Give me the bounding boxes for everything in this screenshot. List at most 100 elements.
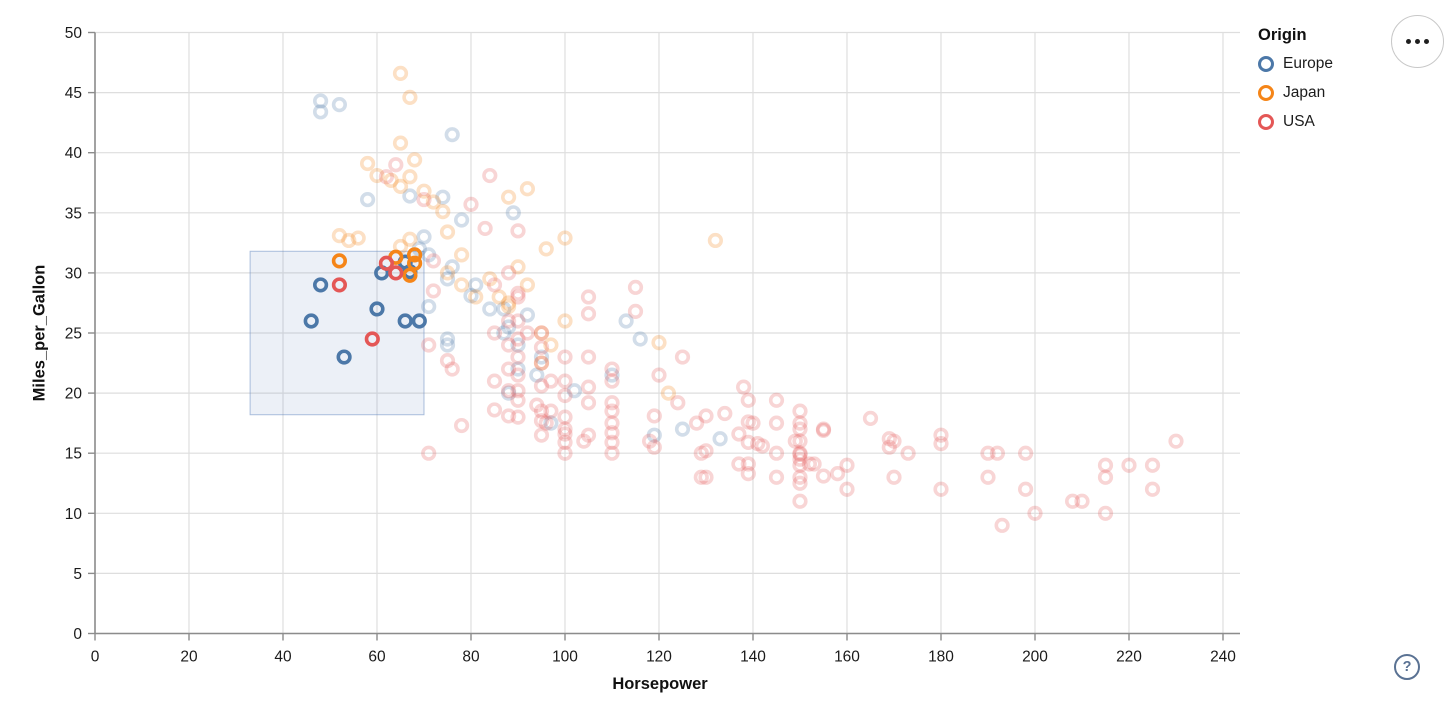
data-point: [604, 373, 620, 389]
data-point: [501, 383, 517, 399]
data-point: [632, 331, 648, 347]
data-point: [740, 414, 756, 430]
data-point: [1097, 469, 1114, 485]
data-point: [881, 431, 897, 447]
data-point: [341, 232, 357, 249]
data-point: [604, 415, 620, 431]
data-point: [402, 231, 418, 247]
data-point: [501, 298, 517, 315]
legend-item: Japan: [1258, 84, 1333, 102]
data-point: [792, 475, 808, 491]
data-point: [557, 313, 573, 329]
data-point: [646, 408, 662, 424]
data-point: [491, 289, 507, 305]
data-point: [402, 169, 418, 185]
y-tick-label: 30: [65, 265, 83, 282]
data-point: [383, 172, 399, 188]
data-point: [313, 93, 329, 109]
data-point: [533, 413, 550, 429]
data-point: [604, 361, 620, 377]
data-point: [580, 427, 597, 443]
data-point: [792, 433, 808, 449]
data-point: [486, 325, 503, 341]
data-point: [378, 169, 395, 185]
data-point: [501, 408, 517, 424]
data-point: [501, 295, 517, 311]
data-point: [444, 259, 460, 275]
data-point: [331, 228, 348, 244]
data-point: [1097, 457, 1114, 473]
data-point: [768, 392, 785, 408]
data-point: [801, 456, 818, 472]
y-tick-label: 25: [65, 326, 82, 343]
data-point: [510, 349, 526, 365]
data-point: [533, 378, 550, 394]
y-tick-label: 45: [65, 85, 82, 102]
data-point: [557, 409, 573, 425]
legend-swatch-circle-icon: [1258, 85, 1274, 101]
data-point: [402, 89, 418, 106]
data-point: [933, 481, 949, 497]
data-point: [839, 481, 855, 497]
data-point: [641, 433, 658, 449]
data-point: [501, 361, 517, 377]
data-point: [454, 247, 470, 263]
x-tick-label: 200: [1022, 649, 1048, 666]
data-point: [557, 421, 573, 437]
data-point: [792, 421, 808, 437]
data-point: [468, 277, 484, 293]
data-point: [533, 349, 550, 365]
data-point: [989, 445, 1006, 461]
data-point: [580, 395, 597, 411]
data-point: [425, 283, 442, 299]
data-point: [501, 337, 517, 353]
data-point: [360, 155, 376, 172]
data-point: [1144, 457, 1161, 473]
data-point: [557, 387, 573, 404]
legend-label: Japan: [1283, 84, 1326, 101]
brush-selection[interactable]: [249, 250, 425, 416]
data-point: [369, 301, 385, 317]
data-point: [444, 127, 460, 143]
data-point: [740, 466, 756, 482]
data-point: [806, 456, 822, 472]
y-tick-label: 0: [73, 626, 82, 643]
data-point: [510, 259, 526, 275]
data-point: [750, 435, 766, 452]
data-point: [557, 434, 573, 450]
data-point: [482, 271, 498, 287]
data-point: [646, 439, 662, 455]
ellipsis-icon: [1424, 39, 1429, 44]
data-point: [994, 517, 1010, 533]
data-point: [1017, 445, 1034, 461]
data-point: [557, 373, 573, 389]
x-tick-label: 40: [274, 649, 292, 666]
help-icon[interactable]: ?: [1394, 654, 1420, 680]
data-point: [533, 355, 550, 371]
data-point: [397, 313, 413, 329]
data-point: [486, 277, 503, 293]
legend-label: Europe: [1283, 55, 1333, 72]
data-point: [735, 379, 752, 395]
data-point: [501, 189, 517, 205]
data-point: [454, 277, 470, 293]
data-point: [792, 415, 808, 431]
data-point: [792, 446, 808, 463]
data-point: [477, 220, 493, 237]
data-point: [510, 337, 526, 353]
data-point: [519, 325, 536, 341]
data-point: [510, 289, 526, 305]
x-tick-label: 220: [1116, 649, 1142, 666]
data-point: [604, 403, 620, 419]
data-point: [392, 135, 409, 151]
more-options-button[interactable]: [1391, 15, 1444, 68]
data-point: [674, 349, 691, 365]
x-tick-label: 20: [180, 649, 198, 666]
legend-item: Europe: [1258, 55, 1333, 73]
data-point: [792, 469, 808, 485]
data-point: [580, 289, 597, 305]
data-point: [392, 178, 409, 194]
data-point: [674, 421, 691, 437]
data-point: [501, 313, 517, 329]
